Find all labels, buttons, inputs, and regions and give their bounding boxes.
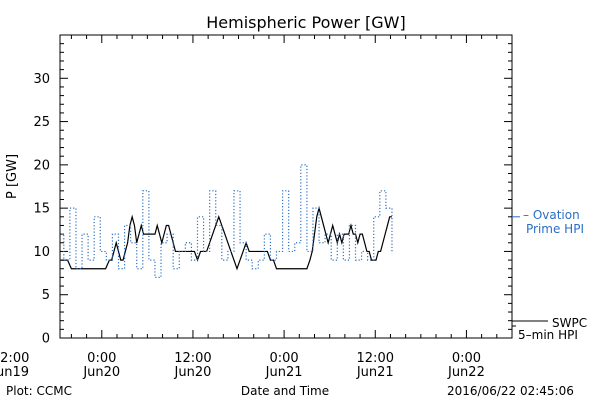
y-tick-label: 30: [33, 72, 50, 87]
legend-ovation-line1: – Ovation: [523, 208, 580, 222]
y-tick-label: 10: [33, 245, 50, 260]
x-tick-label-date: Jun20: [174, 365, 212, 380]
y-tick-label: 5: [42, 288, 50, 303]
ovation-series-line: [61, 164, 393, 278]
y-tick-label: 15: [33, 202, 50, 217]
x-tick-label-time: 12:00: [174, 351, 211, 366]
x-tick-label-date: Jun22: [447, 365, 485, 380]
y-tick-label: 0: [42, 332, 50, 347]
y-tick-label: 25: [33, 115, 50, 130]
x-tick-label-date: Jun19: [0, 365, 29, 380]
y-axis-label: P [GW]: [5, 154, 20, 199]
y-tick-label: 20: [33, 158, 50, 173]
footer-plot-credit: Plot: CCMC: [6, 384, 72, 398]
chart-title: Hemispheric Power [GW]: [206, 13, 405, 32]
swpc-series-line: [61, 205, 392, 271]
x-tick-label-time: 12:00: [0, 351, 29, 366]
plot-frame: [59, 34, 513, 339]
x-tick-label-date: Jun21: [265, 365, 303, 380]
footer-timestamp: 2016/06/22 02:45:06: [447, 384, 574, 398]
x-tick-label-time: 0:00: [452, 351, 481, 366]
x-tick-label-date: Jun21: [356, 365, 394, 380]
legend-ovation-line2: Prime HPI: [526, 222, 584, 236]
legend-swpc-line2: 5–min HPI: [518, 328, 578, 342]
legend-swpc-line1: SWPC: [552, 316, 588, 330]
x-axis-label: Date and Time: [241, 384, 329, 398]
x-tick-label-time: 0:00: [87, 351, 116, 366]
x-tick-label-time: 0:00: [269, 351, 298, 366]
x-tick-label-time: 12:00: [357, 351, 394, 366]
x-tick-label-date: Jun20: [82, 365, 120, 380]
